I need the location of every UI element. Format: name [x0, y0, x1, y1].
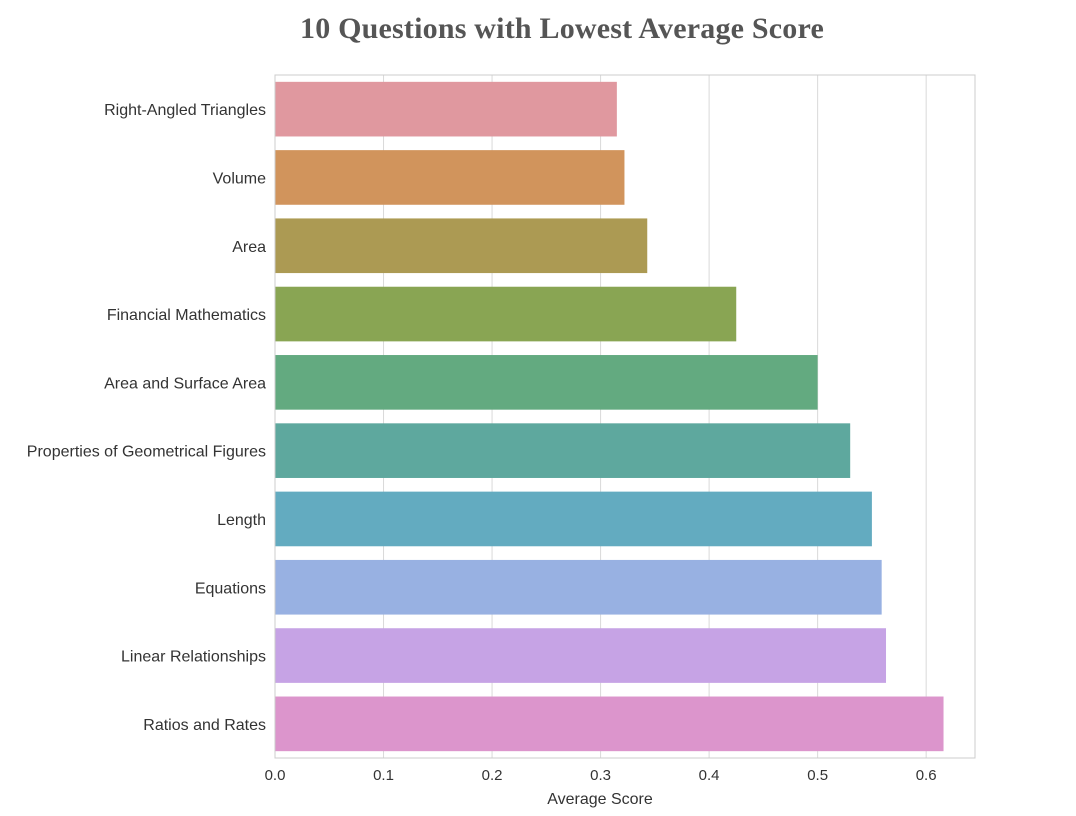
- plot-frame: [274, 74, 976, 759]
- category-labels: Right-Angled Triangles Volume Area Financia…: [27, 102, 266, 734]
- category-label: Volume: [213, 170, 266, 187]
- bar: [275, 218, 648, 274]
- bar: [275, 696, 944, 752]
- category-label: Financial Mathematics: [107, 307, 266, 324]
- category-label: Ratios and Rates: [143, 717, 266, 734]
- bar: [275, 491, 872, 547]
- bar: [275, 286, 737, 342]
- bar: [275, 150, 625, 205]
- x-tick-label: 0.0: [265, 767, 286, 784]
- category-label: Right-Angled Triangles: [104, 102, 266, 119]
- x-tick-label: 0.4: [699, 767, 720, 784]
- x-tick-labels: 0.0 0.1 0.2 0.3 0.4 0.5 0.6: [265, 767, 937, 784]
- category-label: Equations: [195, 580, 266, 597]
- category-label: Linear Relationships: [121, 649, 266, 666]
- bar: [275, 559, 882, 615]
- bars: [275, 81, 944, 752]
- x-tick-label: 0.1: [373, 767, 394, 784]
- x-tick-label: 0.5: [807, 767, 828, 784]
- x-tick-label: 0.3: [590, 767, 611, 784]
- bar: [275, 423, 851, 478]
- bar: [275, 81, 617, 137]
- chart-title: 10 Questions with Lowest Average Score: [300, 12, 824, 45]
- category-label: Area: [232, 239, 266, 256]
- x-tick-label: 0.2: [482, 767, 503, 784]
- category-label: Area and Surface Area: [104, 375, 266, 392]
- x-axis-label: Average Score: [547, 791, 653, 808]
- category-label: Properties of Geometrical Figures: [27, 444, 266, 461]
- x-tick-label: 0.6: [916, 767, 937, 784]
- category-label: Length: [217, 512, 266, 529]
- bar: [275, 355, 818, 410]
- bar: [275, 628, 887, 683]
